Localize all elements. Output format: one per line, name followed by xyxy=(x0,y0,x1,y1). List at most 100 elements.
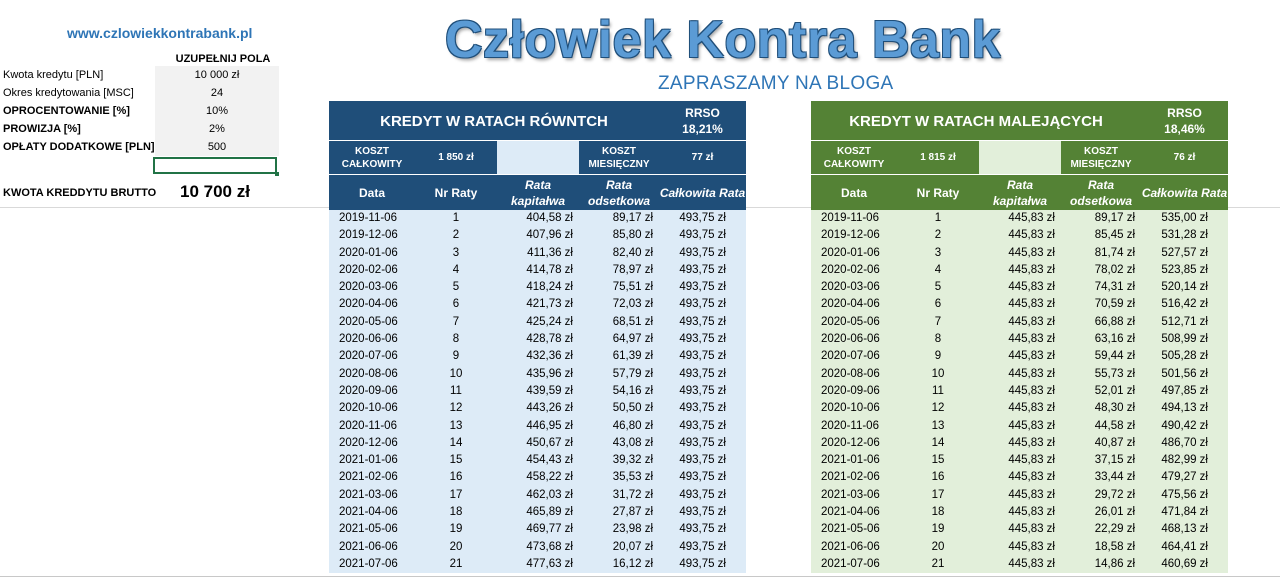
row-principal[interactable]: 407,96 zł xyxy=(526,229,573,242)
row-interest[interactable]: 20,07 zł xyxy=(612,540,653,553)
row-principal[interactable]: 445,83 zł xyxy=(1008,281,1055,294)
row-interest[interactable]: 55,73 zł xyxy=(1094,367,1135,380)
row-total[interactable]: 493,75 zł xyxy=(679,229,726,242)
row-principal[interactable]: 445,83 zł xyxy=(1008,436,1055,449)
row-total[interactable]: 535,00 zł xyxy=(1161,212,1208,224)
row-total[interactable]: 475,56 zł xyxy=(1161,488,1208,501)
row-total[interactable]: 516,42 zł xyxy=(1161,298,1208,311)
row-interest[interactable]: 85,80 zł xyxy=(612,229,653,242)
row-date[interactable]: 2021-06-06 xyxy=(821,540,880,553)
row-total[interactable]: 493,75 zł xyxy=(679,488,726,501)
row-total[interactable]: 508,99 zł xyxy=(1161,333,1208,346)
row-principal[interactable]: 435,96 zł xyxy=(526,367,573,380)
row-interest[interactable]: 46,80 zł xyxy=(612,419,653,432)
row-date[interactable]: 2020-09-06 xyxy=(821,384,880,397)
row-total[interactable]: 493,75 zł xyxy=(679,281,726,294)
row-installment-no[interactable]: 20 xyxy=(931,540,945,553)
row-total[interactable]: 493,75 zł xyxy=(679,557,726,570)
row-total[interactable]: 520,14 zł xyxy=(1161,281,1208,294)
row-principal[interactable]: 458,22 zł xyxy=(526,471,573,484)
row-date[interactable]: 2021-01-06 xyxy=(821,454,880,467)
row-total[interactable]: 493,75 zł xyxy=(679,384,726,397)
row-installment-no[interactable]: 8 xyxy=(934,333,942,346)
row-installment-no[interactable]: 4 xyxy=(934,263,942,276)
selected-cell[interactable] xyxy=(153,157,277,174)
row-principal[interactable]: 465,89 zł xyxy=(526,506,573,519)
empty-cell[interactable] xyxy=(497,141,579,174)
row-date[interactable]: 2021-04-06 xyxy=(339,506,398,519)
row-total[interactable]: 493,75 zł xyxy=(679,212,726,224)
row-principal[interactable]: 432,36 zł xyxy=(526,350,573,363)
row-total[interactable]: 471,84 zł xyxy=(1161,506,1208,519)
row-principal[interactable]: 425,24 zł xyxy=(526,315,573,328)
row-installment-no[interactable]: 19 xyxy=(931,523,945,536)
row-installment-no[interactable]: 10 xyxy=(931,367,945,380)
row-installment-no[interactable]: 12 xyxy=(449,402,463,415)
row-principal[interactable]: 446,95 zł xyxy=(526,419,573,432)
row-interest[interactable]: 40,87 zł xyxy=(1094,436,1135,449)
row-interest[interactable]: 66,88 zł xyxy=(1094,315,1135,328)
row-interest[interactable]: 29,72 zł xyxy=(1094,488,1135,501)
row-principal[interactable]: 445,83 zł xyxy=(1008,488,1055,501)
row-principal[interactable]: 445,83 zł xyxy=(1008,298,1055,311)
row-interest[interactable]: 52,01 zł xyxy=(1094,384,1135,397)
row-interest[interactable]: 75,51 zł xyxy=(612,281,653,294)
row-principal[interactable]: 469,77 zł xyxy=(526,523,573,536)
row-installment-no[interactable]: 21 xyxy=(449,557,463,570)
row-total[interactable]: 497,85 zł xyxy=(1161,384,1208,397)
row-total[interactable]: 493,75 zł xyxy=(679,367,726,380)
row-interest[interactable]: 18,58 zł xyxy=(1094,540,1135,553)
row-installment-no[interactable]: 7 xyxy=(934,315,942,328)
row-installment-no[interactable]: 15 xyxy=(931,454,945,467)
row-total[interactable]: 493,75 zł xyxy=(679,506,726,519)
row-principal[interactable]: 445,83 zł xyxy=(1008,350,1055,363)
row-interest[interactable]: 85,45 zł xyxy=(1094,229,1135,242)
row-date[interactable]: 2020-05-06 xyxy=(339,315,398,328)
row-interest[interactable]: 81,74 zł xyxy=(1094,246,1135,259)
row-date[interactable]: 2019-12-06 xyxy=(339,229,398,242)
row-interest[interactable]: 68,51 zł xyxy=(612,315,653,328)
row-interest[interactable]: 14,86 zł xyxy=(1094,557,1135,570)
row-installment-no[interactable]: 1 xyxy=(452,212,460,224)
row-date[interactable]: 2020-08-06 xyxy=(821,367,880,380)
row-interest[interactable]: 89,17 zł xyxy=(612,212,653,224)
row-interest[interactable]: 61,39 zł xyxy=(612,350,653,363)
row-interest[interactable]: 23,98 zł xyxy=(612,523,653,536)
row-interest[interactable]: 82,40 zł xyxy=(612,246,653,259)
row-date[interactable]: 2020-02-06 xyxy=(821,263,880,276)
row-total[interactable]: 493,75 zł xyxy=(679,471,726,484)
row-interest[interactable]: 22,29 zł xyxy=(1094,523,1135,536)
row-date[interactable]: 2020-10-06 xyxy=(821,402,880,415)
row-interest[interactable]: 59,44 zł xyxy=(1094,350,1135,363)
row-interest[interactable]: 16,12 zł xyxy=(612,557,653,570)
row-date[interactable]: 2020-05-06 xyxy=(821,315,880,328)
row-principal[interactable]: 445,83 zł xyxy=(1008,454,1055,467)
row-principal[interactable]: 445,83 zł xyxy=(1008,540,1055,553)
row-interest[interactable]: 39,32 zł xyxy=(612,454,653,467)
row-installment-no[interactable]: 6 xyxy=(452,298,460,311)
row-installment-no[interactable]: 9 xyxy=(452,350,460,363)
row-total[interactable]: 490,42 zł xyxy=(1161,419,1208,432)
row-principal[interactable]: 445,83 zł xyxy=(1008,523,1055,536)
row-installment-no[interactable]: 9 xyxy=(934,350,942,363)
row-date[interactable]: 2021-03-06 xyxy=(339,488,398,501)
loan-amount-input[interactable]: 10 000 zł xyxy=(194,69,240,81)
row-interest[interactable]: 74,31 zł xyxy=(1094,281,1135,294)
row-total[interactable]: 493,75 zł xyxy=(679,436,726,449)
row-interest[interactable]: 31,72 zł xyxy=(612,488,653,501)
row-installment-no[interactable]: 15 xyxy=(449,454,463,467)
row-total[interactable]: 486,70 zł xyxy=(1161,436,1208,449)
row-installment-no[interactable]: 17 xyxy=(931,488,945,501)
row-installment-no[interactable]: 14 xyxy=(931,436,945,449)
row-total[interactable]: 479,27 zł xyxy=(1161,471,1208,484)
row-principal[interactable]: 445,83 zł xyxy=(1008,402,1055,415)
row-date[interactable]: 2020-11-06 xyxy=(339,419,397,432)
row-total[interactable]: 523,85 zł xyxy=(1161,263,1208,276)
row-total[interactable]: 493,75 zł xyxy=(679,298,726,311)
row-total[interactable]: 493,75 zł xyxy=(679,419,726,432)
row-interest[interactable]: 50,50 zł xyxy=(612,402,653,415)
row-installment-no[interactable]: 12 xyxy=(931,402,945,415)
blog-subtitle[interactable]: ZAPRASZAMY NA BLOGA xyxy=(658,73,894,94)
row-total[interactable]: 527,57 zł xyxy=(1161,246,1208,259)
row-principal[interactable]: 411,36 zł xyxy=(527,246,573,259)
